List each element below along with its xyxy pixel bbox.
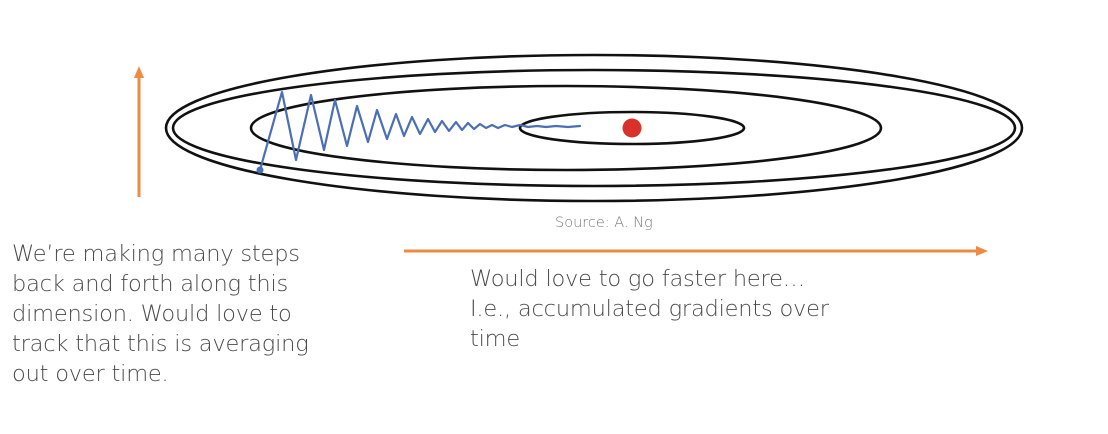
red-dot-icon [622, 118, 642, 138]
left-note-line: back and forth along this [12, 271, 289, 297]
right-note: Would love to go faster here… I.e., accu… [470, 264, 900, 354]
right-note-line: time [470, 326, 521, 352]
arrow-up-icon [134, 66, 144, 197]
vertical-arrow-head [134, 66, 144, 78]
arrow-right-icon [404, 246, 988, 256]
contour-lines [164, 53, 1024, 203]
left-note-line: dimension. Would love to [12, 301, 292, 327]
path-start-point [256, 166, 264, 174]
source-caption: Source: A. Ng [555, 215, 653, 231]
left-note-line: out over time. [12, 361, 169, 387]
contour-middle-outer [171, 68, 1017, 188]
right-note-line: I.e., accumulated gradients over [470, 296, 829, 322]
contour-inner [518, 110, 746, 146]
left-note: We’re making many steps back and forth a… [12, 239, 364, 389]
left-note-line: We’re making many steps [12, 241, 300, 267]
horizontal-arrow-head [976, 246, 988, 256]
right-note-line: Would love to go faster here… [470, 266, 806, 292]
left-note-line: track that this is averaging [12, 331, 309, 357]
optimization-path [258, 90, 582, 172]
contour-middle-inner [249, 84, 883, 172]
contour-outer [164, 53, 1024, 203]
